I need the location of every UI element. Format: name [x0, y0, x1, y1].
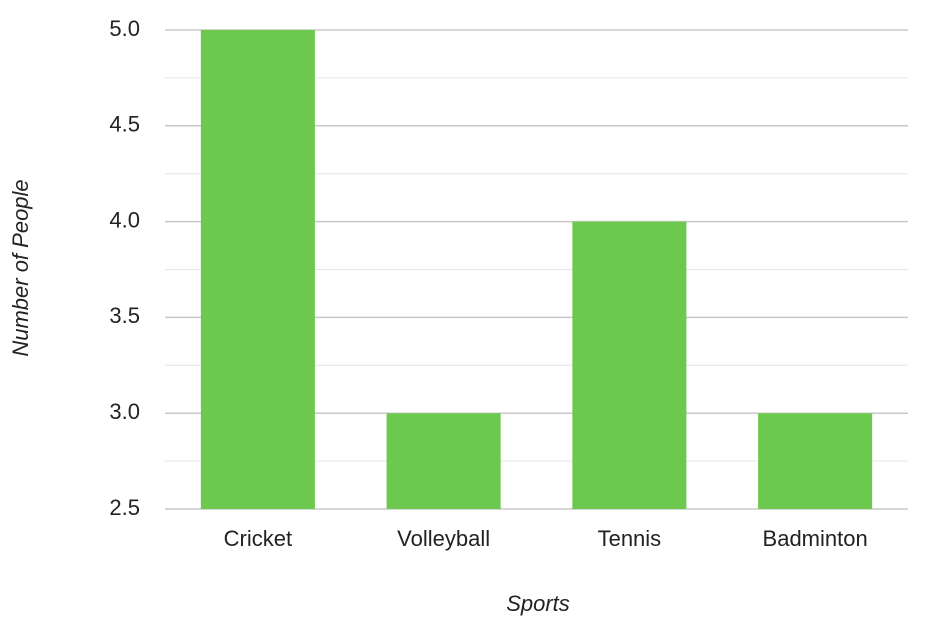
bar — [200, 30, 315, 509]
x-tick-label: Cricket — [224, 526, 292, 551]
y-tick-label: 2.5 — [109, 495, 140, 520]
y-tick-label: 4.0 — [109, 207, 140, 232]
y-tick-label: 3.5 — [109, 303, 140, 328]
y-tick-label: 5.0 — [109, 16, 140, 41]
y-tick-label: 4.5 — [109, 112, 140, 137]
x-axis-title: Sports — [506, 591, 570, 616]
x-tick-label: Badminton — [763, 526, 868, 551]
x-tick-label: Tennis — [598, 526, 662, 551]
bar — [572, 221, 687, 509]
x-tick-label: Volleyball — [397, 526, 490, 551]
y-tick-label: 3.0 — [109, 399, 140, 424]
bar — [386, 413, 501, 509]
y-axis-title: Number of People — [8, 179, 33, 356]
bar — [758, 413, 873, 509]
